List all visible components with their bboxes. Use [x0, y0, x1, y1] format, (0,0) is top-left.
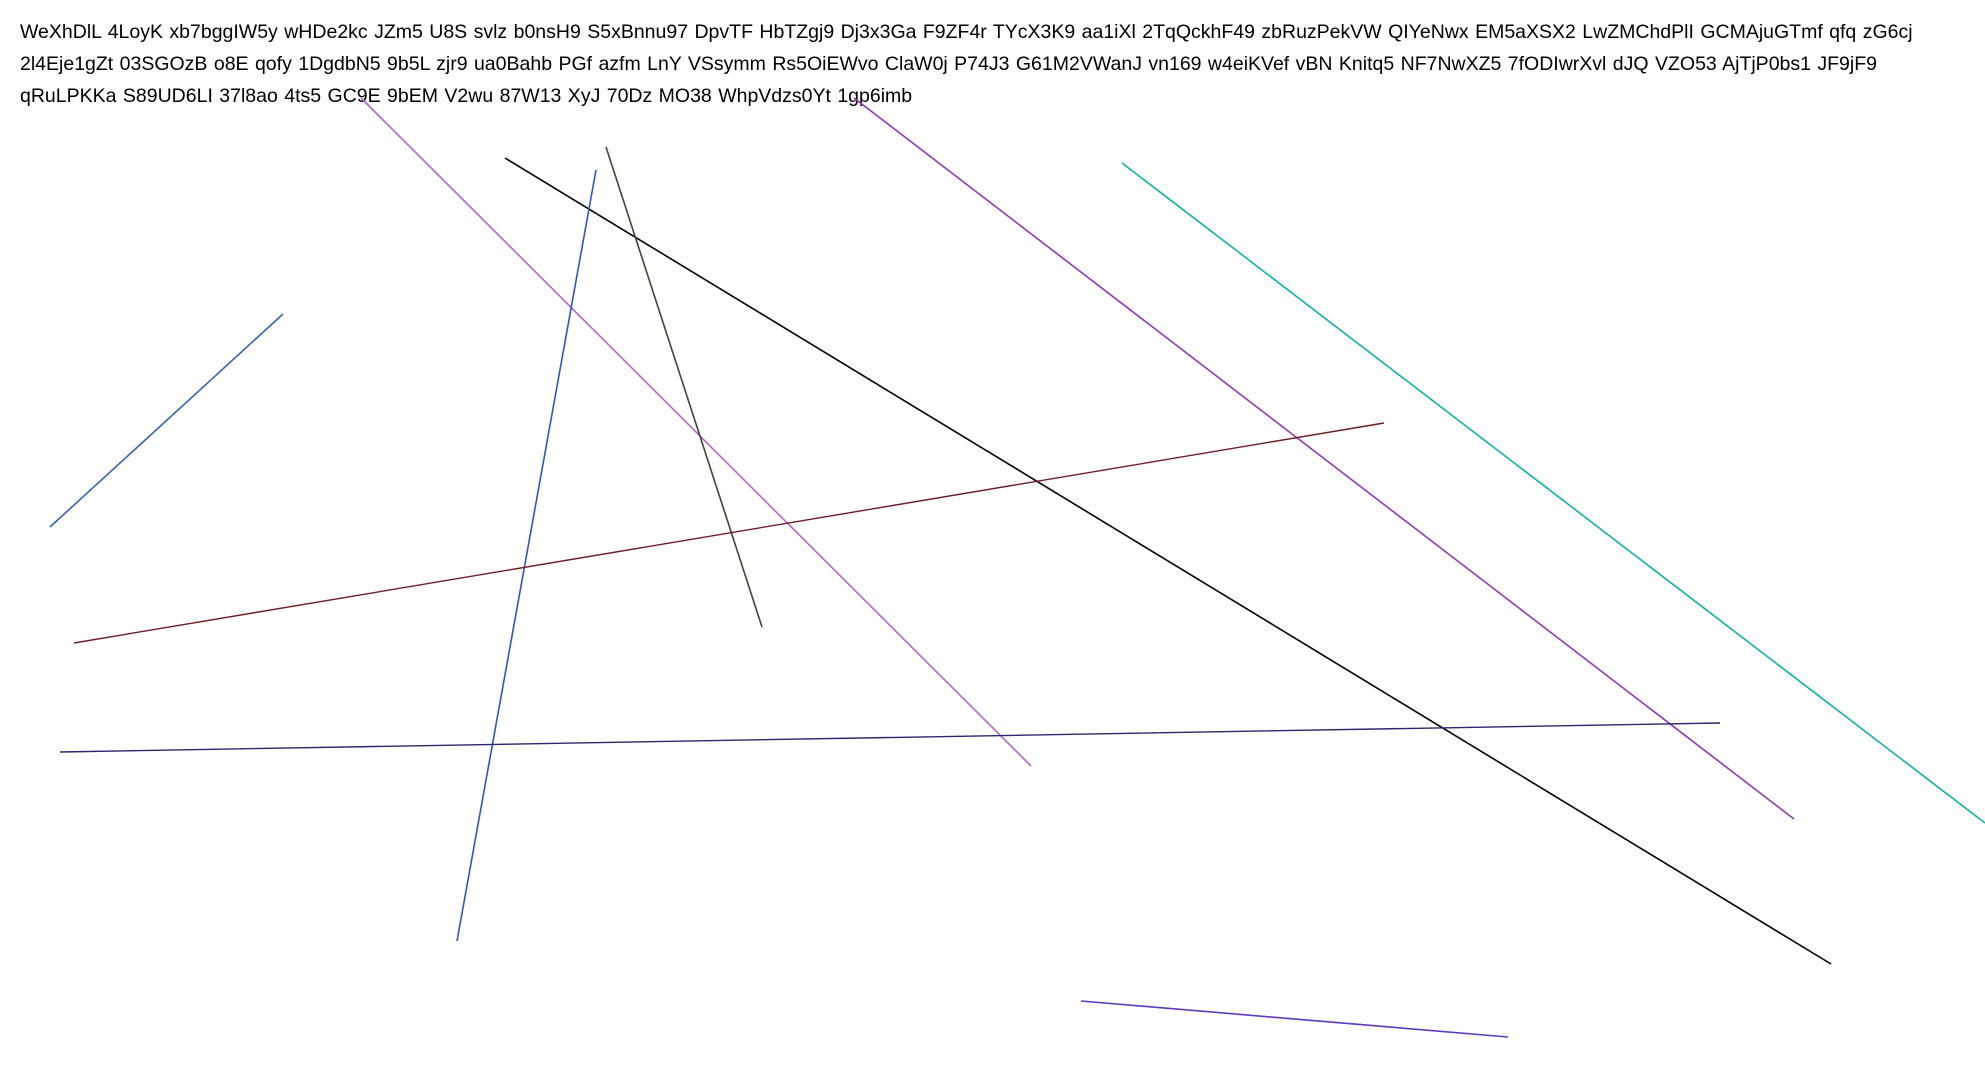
text-line-2: 2l4Eje1gZt 03SGOzB o8E qofy 1DgdbN5 9b5L…: [20, 53, 1877, 75]
text-line-3: qRuLPKKa S89UD6LI 37l8ao 4ts5 GC9E 9bEM …: [20, 85, 913, 107]
line-maroon: [73, 422, 1385, 644]
line-black-long: [504, 157, 1832, 965]
text-line-1: WeXhDlL 4LoyK xb7bggIW5y wHDe2kc JZm5 U8…: [20, 21, 1913, 43]
line-violet-diagonal: [360, 97, 1032, 767]
line-indigo-short: [1080, 1000, 1509, 1038]
line-navy-horizontal: [59, 722, 1721, 753]
line-blue-steep: [456, 169, 597, 942]
line-darkgreen: [605, 146, 763, 628]
line-teal-diagonal: [1121, 162, 1985, 824]
line-purple-diagonal: [853, 97, 1795, 820]
text-block: WeXhDlL 4LoyK xb7bggIW5y wHDe2kc JZm5 U8…: [20, 16, 1975, 112]
line-blue-short: [49, 313, 284, 528]
